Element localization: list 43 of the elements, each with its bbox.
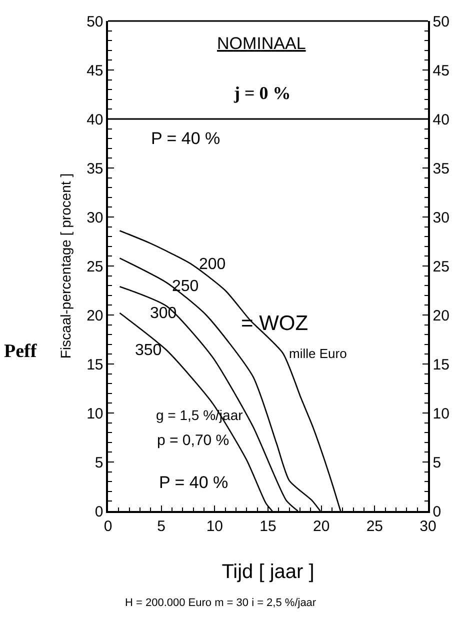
x-tick-label: 15: [260, 518, 276, 535]
annotation: p = 0,70 %: [157, 432, 230, 449]
y2-tick-label: 5: [432, 454, 442, 472]
annotation: = WOZ: [241, 312, 308, 335]
y2-tick-label: 20: [432, 307, 450, 324]
y-axis-title: Fiscaal-percentage [ procent ]: [58, 173, 74, 359]
text: Peff: [4, 341, 38, 362]
x-axis-title: Tijd [ jaar ]: [222, 560, 314, 583]
x-tick-label: 30: [420, 518, 436, 535]
x-tick-label: 25: [366, 518, 384, 535]
annotation: mille Euro: [289, 346, 347, 361]
x-tick-label: 5: [157, 518, 166, 535]
x-tick-label: 10: [206, 518, 224, 535]
y-tick-label: 45: [86, 62, 104, 80]
y2-tick-label: 40: [432, 111, 450, 128]
y-tick-label: 10: [86, 405, 104, 422]
text: H = 200.000 Euro m = 30 i = 2,5 %/jaar: [125, 597, 316, 609]
x-tick-label: 20: [312, 518, 330, 535]
y2-tick-label: 10: [432, 405, 450, 422]
y2-tick-label: 25: [432, 258, 450, 276]
y2-tick-label: 35: [432, 160, 450, 178]
y-tick-label: 15: [86, 356, 104, 374]
y-tick-label: 40: [86, 111, 104, 128]
y2-tick-label: 30: [432, 209, 450, 226]
y-tick-label: 30: [86, 209, 104, 226]
annotation: NOMINAAL: [217, 34, 306, 53]
annotation: P = 40 %: [151, 129, 220, 148]
y-tick-label: 35: [86, 160, 104, 178]
y-tick-label: 25: [86, 258, 104, 276]
y-tick-label: 5: [94, 454, 104, 472]
y2-tick-label: 50: [432, 13, 450, 30]
annotation: 200: [199, 256, 226, 273]
y2-tick-label: 45: [432, 62, 450, 80]
annotation: P = 40 %: [159, 473, 228, 492]
annotation: j = 0 %: [233, 83, 291, 103]
y-tick-label: 0: [94, 503, 104, 520]
y2-tick-label: 15: [432, 356, 450, 374]
y-tick-label: 20: [86, 307, 104, 324]
annotation: 300: [150, 305, 177, 322]
y2-tick-label: 0: [432, 503, 442, 520]
annotation: 350: [135, 342, 162, 359]
y-tick-label: 50: [86, 13, 104, 30]
annotation: 250: [172, 278, 199, 295]
